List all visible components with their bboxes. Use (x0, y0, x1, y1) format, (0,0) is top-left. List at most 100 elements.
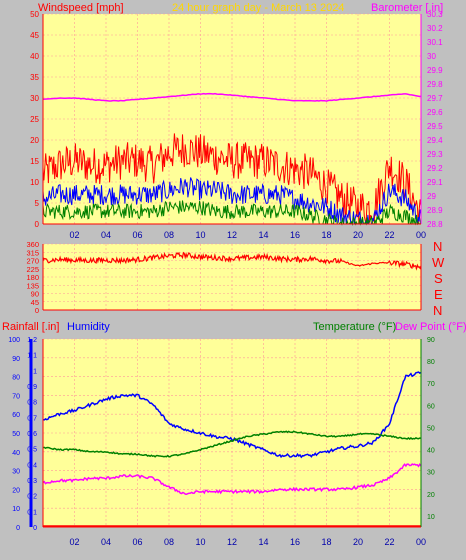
compass-w: W (432, 255, 445, 270)
temperature-tick-label: 30 (427, 470, 435, 477)
direction-tick-label: 225 (26, 265, 39, 274)
humidity-tick-label: 0 (16, 525, 20, 532)
barometer-tick-label: 29.7 (427, 94, 443, 103)
wind-tick-label: 45 (30, 31, 39, 40)
direction-tick-label: 180 (26, 273, 39, 282)
humidity-tick-label: 70 (12, 393, 20, 400)
direction-grid (43, 243, 422, 311)
x-tick-label: 10 (195, 230, 205, 240)
barometer-tick-label: 30.3 (427, 10, 443, 19)
barometer-tick-label: 30.2 (427, 24, 443, 33)
wind-tick-label: 40 (30, 52, 39, 61)
compass-n-top: N (433, 239, 442, 254)
barometer-tick-label: 29.5 (427, 122, 443, 131)
wind-average-line (42, 177, 422, 225)
wind-gust-line (42, 133, 422, 225)
barometer-tick-label: 29.3 (427, 150, 443, 159)
barometer-tick-label: 29.4 (427, 136, 443, 145)
humidity-series (42, 371, 422, 527)
x-tick-label: 02 (69, 230, 79, 240)
barometer-tick-label: 29.1 (427, 178, 443, 187)
wind-tick-label: 15 (30, 157, 39, 166)
x-tick-label: 06 (132, 230, 142, 240)
compass-n-bottom: N (433, 303, 442, 318)
barometer-tick-label: 28.9 (427, 206, 443, 215)
barometer-axis-title: Barometer [.in] (371, 2, 443, 14)
temperature-tick-label: 90 (427, 337, 435, 344)
direction-tick-label: 315 (26, 248, 39, 257)
barometer-tick-label: 29.8 (427, 80, 443, 89)
humidity-tick-label: 30 (12, 469, 20, 476)
wind-tick-label: 30 (30, 94, 39, 103)
wind-tick-label: 35 (30, 73, 39, 82)
x-tick-label: 10 (195, 537, 205, 547)
x-tick-label: 20 (353, 230, 363, 240)
dewpoint-axis-title: Dew Point (°F) (395, 321, 466, 333)
barometer-tick-label: 29.2 (427, 164, 443, 173)
humidity-tick-label: 50 (12, 431, 20, 438)
humidity-tick-label: 10 (12, 506, 20, 513)
windspeed-axis-title: Windspeed [mph] (38, 2, 124, 14)
x-tick-label: 08 (164, 537, 174, 547)
x-tick-label: 04 (101, 537, 111, 547)
rainfall-axis-title: Rainfall [.in] (2, 321, 59, 333)
direction-tick-label: 135 (26, 281, 39, 290)
x-tick-label: 00 (416, 537, 426, 547)
direction-tick-label: 45 (31, 298, 39, 307)
wind-tick-label: 5 (35, 199, 40, 208)
humidity-line (42, 371, 422, 459)
rainfall-tick-label: 1 (33, 368, 37, 375)
x-tick-label: 14 (258, 230, 268, 240)
compass-e: E (434, 287, 443, 302)
humidity-tick-label: 80 (12, 375, 20, 382)
direction-tick-label: 270 (26, 257, 39, 266)
direction-tick-label: 360 (26, 240, 39, 249)
wind-tick-label: 10 (30, 178, 39, 187)
compass-s: S (434, 271, 443, 286)
axes: 0510152025303540455028.828.92929.129.229… (8, 10, 443, 547)
graph-title: 24 hour graph day - March 13 2024 (172, 2, 344, 14)
humidity-axis-title: Humidity (67, 321, 110, 333)
x-tick-label: 04 (101, 230, 111, 240)
barometer-tick-label: 29.9 (427, 66, 443, 75)
rainfall-tick-label: 0 (33, 525, 37, 532)
temperature-tick-label: 80 (427, 359, 435, 366)
x-tick-label: 16 (290, 230, 300, 240)
temperature-tick-label: 60 (427, 403, 435, 410)
temperature-tick-label: 10 (427, 514, 435, 521)
wind-series (42, 92, 422, 226)
x-tick-label: 12 (227, 537, 237, 547)
x-tick-label: 22 (384, 537, 394, 547)
temperature-axis-title: Temperature (°F) (313, 321, 396, 333)
direction-series (42, 251, 422, 271)
wind-tick-label: 20 (30, 136, 39, 145)
barometer-line (42, 92, 421, 102)
barometer-tick-label: 28.8 (427, 220, 443, 229)
direction-tick-label: 90 (31, 290, 39, 299)
x-tick-label: 00 (416, 230, 426, 240)
humidity-tick-label: 90 (12, 356, 20, 363)
barometer-tick-label: 30.1 (427, 38, 443, 47)
x-tick-label: 14 (258, 537, 268, 547)
temperature-line (42, 430, 421, 458)
x-tick-label: 18 (321, 230, 331, 240)
dewpoint-line (42, 462, 422, 495)
temperature-tick-label: 50 (427, 425, 435, 432)
barometer-tick-label: 29.6 (427, 108, 443, 117)
humidity-tick-label: 100 (8, 337, 20, 344)
x-tick-label: 06 (132, 537, 142, 547)
wind-direction-line (42, 251, 422, 271)
temperature-tick-label: 40 (427, 448, 435, 455)
humidity-tick-label: 40 (12, 450, 20, 457)
x-tick-label: 12 (227, 230, 237, 240)
barometer-tick-label: 29 (427, 192, 436, 201)
humidity-tick-label: 20 (12, 487, 20, 494)
temperature-tick-label: 20 (427, 492, 435, 499)
direction-tick-label: 0 (35, 306, 39, 315)
wind-tick-label: 25 (30, 115, 39, 124)
x-tick-label: 22 (384, 230, 394, 240)
temperature-tick-label: 70 (427, 381, 435, 388)
x-tick-label: 16 (290, 537, 300, 547)
x-tick-label: 18 (321, 537, 331, 547)
